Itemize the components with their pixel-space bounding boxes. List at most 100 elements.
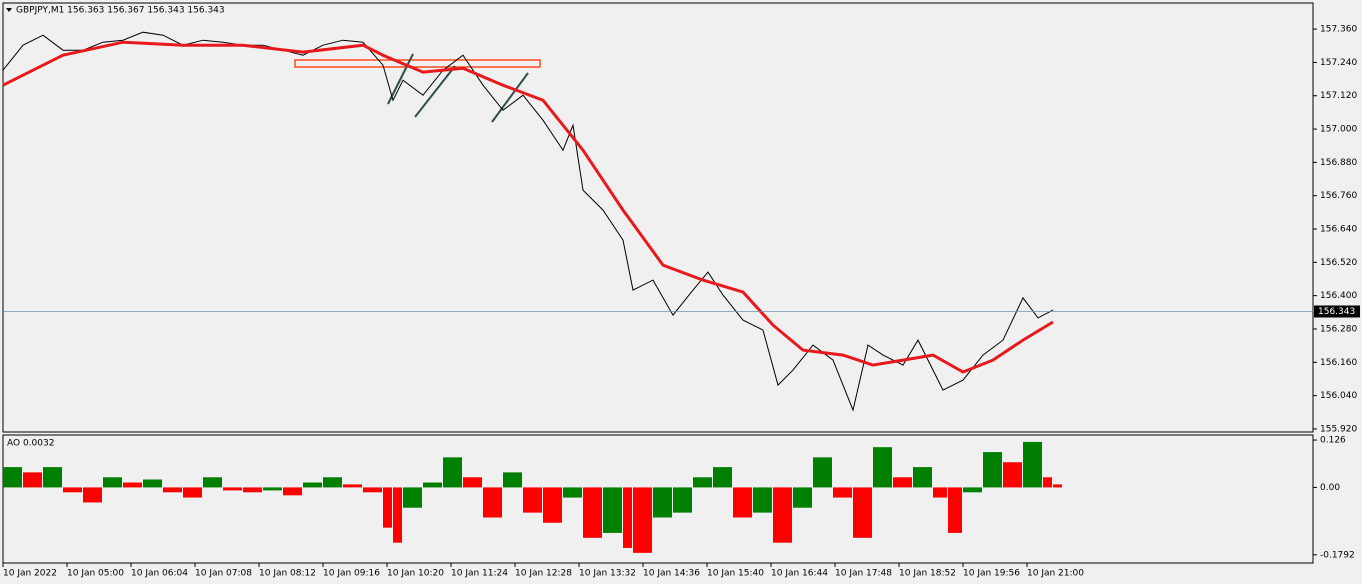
x-tick-label: 10 Jan 18:52	[899, 569, 956, 579]
y-tick-label: 156.280	[1320, 324, 1357, 334]
ao-bar	[913, 467, 932, 488]
ao-bar	[83, 487, 102, 503]
ao-bar	[443, 457, 462, 488]
trend-line	[491, 72, 529, 123]
ao-bar	[1053, 484, 1062, 488]
ao-bar	[543, 487, 562, 523]
price-panel	[2, 2, 1314, 433]
ao-bar	[603, 487, 622, 533]
x-tick-label: 10 Jan 06:04	[131, 569, 188, 579]
ao-bar	[948, 487, 962, 533]
ao-bar	[833, 487, 852, 498]
ao-bar	[103, 477, 122, 488]
ao-bar	[63, 487, 82, 493]
price-line	[2, 40, 1054, 374]
trend-line	[414, 65, 456, 118]
ao-title: AO 0.0032	[7, 439, 54, 449]
ao-bar	[873, 447, 892, 488]
ao-bar	[393, 487, 402, 543]
y-tick-label: 157.240	[1320, 58, 1357, 68]
ao-bar	[203, 477, 222, 488]
ao-bar	[3, 467, 22, 488]
ao-bar	[933, 487, 947, 498]
ao-bar	[653, 487, 672, 518]
x-tick-label: 10 Jan 05:00	[67, 569, 124, 579]
ao-bar	[383, 487, 392, 528]
ao-bar	[893, 477, 912, 488]
y-tick-label: 156.880	[1320, 158, 1357, 168]
ao-bar	[673, 487, 692, 513]
x-tick-label: 10 Jan 15:40	[707, 569, 764, 579]
ao-bar	[813, 457, 832, 488]
ao-bar	[363, 487, 382, 493]
y-tick-label: 157.120	[1320, 91, 1357, 101]
x-tick-label: 10 Jan 14:36	[643, 569, 700, 579]
y-tick-label: 0.126	[1320, 436, 1346, 446]
x-tick-label: 10 Jan 21:00	[1027, 569, 1084, 579]
ao-bar	[343, 484, 362, 488]
x-tick-label: 10 Jan 10:20	[387, 569, 444, 579]
ao-bar	[163, 487, 182, 493]
x-tick-label: 10 Jan 11:24	[451, 569, 508, 579]
y-tick-label: 0.00	[1320, 483, 1340, 493]
ao-bar	[793, 487, 812, 508]
ao-bar	[523, 487, 542, 513]
ao-bar	[123, 482, 142, 488]
x-tick-label: 10 Jan 13:32	[579, 569, 636, 579]
x-tick-label: 10 Jan 17:48	[835, 569, 892, 579]
x-tick-label: 10 Jan 12:28	[515, 569, 572, 579]
ao-bar	[263, 487, 282, 491]
ao-bar	[733, 487, 752, 518]
ao-bar	[143, 479, 162, 488]
price-line	[2, 31, 1054, 412]
y-tick-label: 156.760	[1320, 191, 1357, 201]
ao-bar	[983, 452, 1002, 488]
x-tick-label: 10 Jan 07:08	[195, 569, 252, 579]
panel-arrow	[6, 8, 12, 12]
y-tick-label: -0.1792	[1320, 550, 1355, 560]
ao-bar	[713, 467, 732, 488]
last-price-label: 156.343	[1318, 307, 1355, 317]
ao-bar	[693, 477, 712, 488]
last-price-box	[1314, 305, 1360, 318]
ao-bar	[183, 487, 202, 498]
ao-bar	[563, 487, 582, 498]
ao-bar	[323, 477, 342, 488]
y-tick-label: 157.000	[1320, 125, 1357, 135]
ao-bar	[483, 487, 502, 518]
y-tick-label: 155.920	[1320, 424, 1357, 434]
ao-bar	[283, 487, 302, 496]
ao-bar	[423, 482, 442, 488]
ao-bar	[303, 482, 322, 488]
x-tick-label: 10 Jan 16:44	[771, 569, 828, 579]
ao-bar	[853, 487, 872, 538]
ao-bar	[773, 487, 792, 543]
ao-bar	[403, 487, 422, 508]
ao-bar	[963, 487, 982, 493]
ao-bar	[633, 487, 652, 553]
ao-bar	[1003, 462, 1022, 488]
y-tick-label: 156.400	[1320, 291, 1357, 301]
x-tick-label: 10 Jan 08:12	[259, 569, 316, 579]
ao-bar	[463, 477, 482, 488]
y-tick-label: 157.360	[1320, 25, 1357, 35]
ao-bar	[1023, 441, 1042, 488]
y-tick-label: 156.640	[1320, 225, 1357, 235]
y-tick-label: 156.160	[1320, 358, 1357, 368]
x-tick-label: 10 Jan 09:16	[323, 569, 380, 579]
ao-bar	[243, 487, 262, 493]
ao-bar	[623, 487, 632, 548]
ao-bar	[223, 487, 242, 491]
chart-title: GBPJPY,M1 156.363 156.367 156.343 156.34…	[16, 6, 225, 16]
x-tick-label: 10 Jan 19:56	[963, 569, 1020, 579]
ao-bar	[583, 487, 602, 538]
ao-bar	[503, 472, 522, 488]
ao-bar	[753, 487, 772, 513]
annotation-box	[294, 59, 541, 68]
ao-bar	[1043, 477, 1052, 488]
y-tick-label: 156.520	[1320, 258, 1357, 268]
ao-bar	[43, 467, 62, 488]
x-tick-label: 10 Jan 2022	[3, 569, 57, 579]
